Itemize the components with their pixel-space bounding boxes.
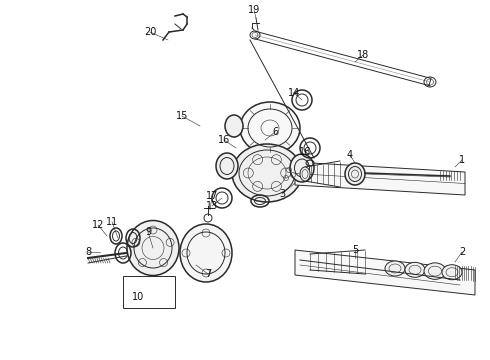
Text: 3: 3: [279, 189, 285, 199]
Text: 19: 19: [248, 5, 260, 15]
Text: 12: 12: [92, 220, 104, 230]
Polygon shape: [295, 250, 475, 295]
Text: 20: 20: [144, 27, 156, 37]
Text: 6: 6: [272, 127, 278, 137]
Text: 11: 11: [106, 217, 118, 227]
Text: 13: 13: [206, 201, 218, 211]
Text: 10: 10: [132, 292, 144, 302]
Ellipse shape: [345, 163, 365, 185]
Ellipse shape: [216, 153, 238, 179]
Text: 14: 14: [288, 88, 300, 98]
Polygon shape: [295, 162, 465, 195]
Text: 4: 4: [347, 150, 353, 160]
Text: 16: 16: [218, 135, 230, 145]
Text: 1: 1: [459, 155, 465, 165]
Text: 5: 5: [352, 245, 358, 255]
Ellipse shape: [405, 262, 425, 277]
Text: 18: 18: [357, 50, 369, 60]
Ellipse shape: [300, 167, 310, 181]
Text: 2: 2: [459, 247, 465, 257]
Text: 17: 17: [206, 191, 218, 201]
Ellipse shape: [180, 224, 232, 282]
Ellipse shape: [424, 263, 446, 279]
Ellipse shape: [442, 265, 462, 280]
Ellipse shape: [290, 154, 314, 182]
Ellipse shape: [127, 220, 179, 275]
Ellipse shape: [232, 144, 302, 202]
Ellipse shape: [225, 115, 243, 137]
Bar: [123, 276, 175, 308]
Ellipse shape: [385, 261, 405, 276]
Ellipse shape: [240, 102, 300, 154]
Text: 7: 7: [205, 269, 211, 279]
Text: 15: 15: [176, 111, 188, 121]
Text: 16: 16: [299, 147, 311, 157]
Text: 8: 8: [85, 247, 91, 257]
Text: 9: 9: [145, 227, 151, 237]
